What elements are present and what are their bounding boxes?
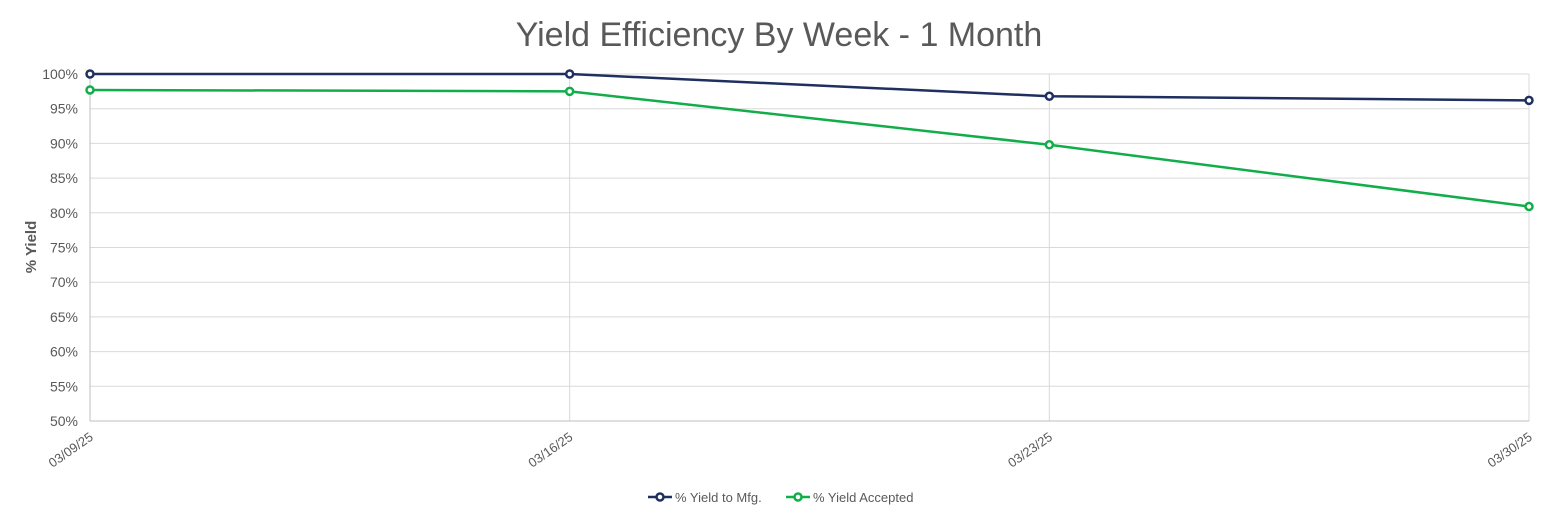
y-tick-label: 75% xyxy=(50,240,78,256)
data-point xyxy=(564,69,575,79)
y-tick-label: 90% xyxy=(50,135,78,151)
data-point xyxy=(1044,91,1055,101)
x-tick-label: 03/30/25 xyxy=(1485,429,1535,470)
chart-title: Yield Efficiency By Week - 1 Month xyxy=(516,16,1043,54)
y-tick-label: 85% xyxy=(50,170,78,186)
y-tick-label: 70% xyxy=(50,274,78,290)
data-point xyxy=(1524,201,1534,212)
data-point xyxy=(85,69,95,79)
legend-swatch-marker xyxy=(793,492,803,502)
y-tick-label: 55% xyxy=(50,378,78,394)
x-tick-label: 03/16/25 xyxy=(525,429,575,470)
y-tick-label: 100% xyxy=(42,66,78,82)
axes: 50% 55% 60% 65% 70% 75% 80% 85% 90% 95% 100% 03/09/… xyxy=(42,66,1535,470)
series-lines xyxy=(85,69,1534,212)
legend-label: % Yield to Mfg. xyxy=(675,490,762,505)
y-tick-label: 65% xyxy=(50,309,78,325)
x-tick-label: 03/09/25 xyxy=(46,429,96,470)
y-tick-label: 95% xyxy=(50,101,78,117)
gridlines xyxy=(89,73,1530,422)
data-point xyxy=(1524,95,1534,106)
series-line-1 xyxy=(89,88,1530,208)
legend: % Yield to Mfg. % Yield Accepted xyxy=(648,490,913,505)
legend-label: % Yield Accepted xyxy=(813,490,913,505)
data-point xyxy=(1044,140,1055,150)
data-point xyxy=(85,85,95,95)
x-tick-label: 03/23/25 xyxy=(1005,429,1055,470)
data-point xyxy=(564,86,575,97)
y-tick-label: 50% xyxy=(50,413,78,429)
legend-swatch-marker xyxy=(655,492,665,502)
y-tick-label: 60% xyxy=(50,344,78,360)
y-tick-label: 80% xyxy=(50,205,78,221)
series-line-0 xyxy=(90,72,1530,102)
y-axis-label: % Yield xyxy=(23,221,40,274)
